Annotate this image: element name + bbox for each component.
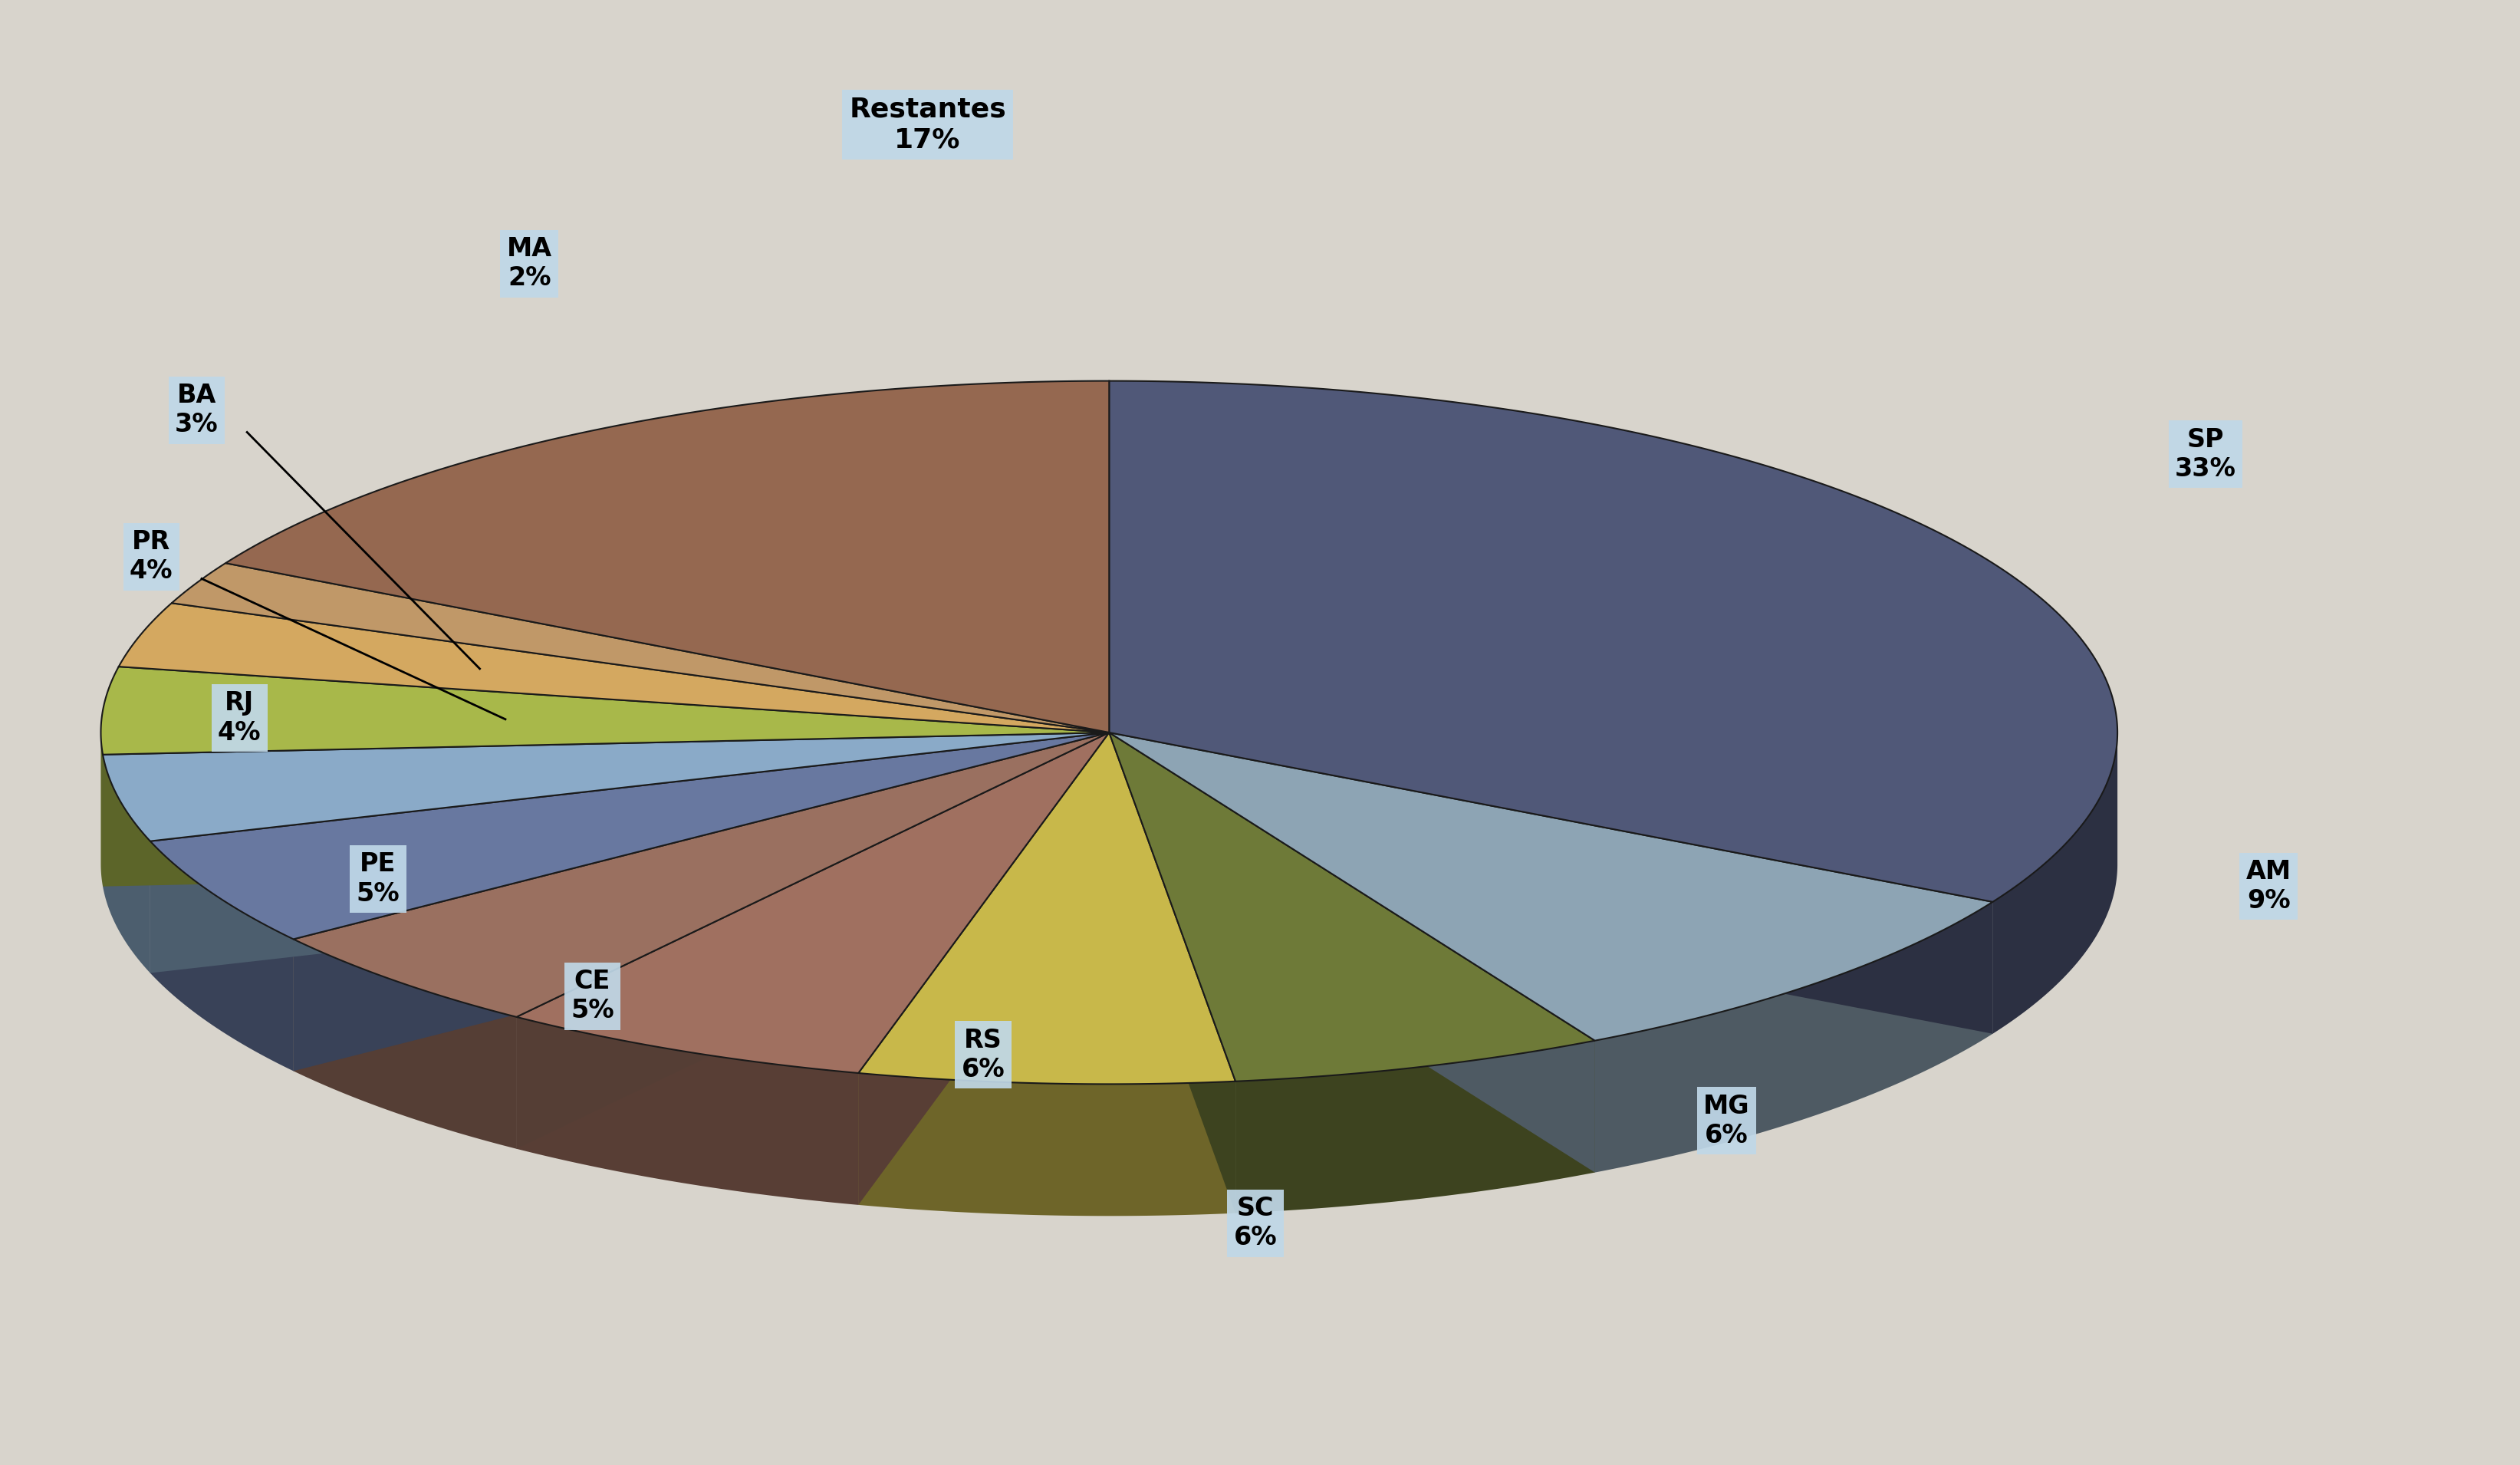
Polygon shape xyxy=(118,604,1109,732)
Polygon shape xyxy=(859,1072,1235,1216)
Polygon shape xyxy=(1235,1040,1595,1213)
Polygon shape xyxy=(292,732,1109,1017)
Polygon shape xyxy=(1109,732,1993,1034)
Polygon shape xyxy=(1109,732,1595,1081)
Polygon shape xyxy=(859,732,1109,1204)
Text: PR
4%: PR 4% xyxy=(129,529,174,585)
Polygon shape xyxy=(151,732,1109,973)
Text: SP
33%: SP 33% xyxy=(2175,426,2235,482)
Text: RS
6%: RS 6% xyxy=(960,1027,1005,1083)
Polygon shape xyxy=(103,732,1109,841)
Polygon shape xyxy=(292,732,1109,1071)
Polygon shape xyxy=(103,732,1109,886)
Polygon shape xyxy=(517,732,1109,1072)
Polygon shape xyxy=(151,732,1109,973)
Polygon shape xyxy=(1595,902,1993,1172)
Polygon shape xyxy=(1109,732,1993,1034)
Polygon shape xyxy=(1109,732,1993,1040)
Polygon shape xyxy=(151,732,1109,939)
Polygon shape xyxy=(859,732,1109,1204)
Polygon shape xyxy=(151,841,292,1071)
Polygon shape xyxy=(101,667,1109,754)
Text: RJ
4%: RJ 4% xyxy=(217,690,262,746)
Polygon shape xyxy=(1109,732,1595,1172)
Polygon shape xyxy=(517,1017,859,1204)
Text: AM
9%: AM 9% xyxy=(2245,858,2291,914)
Text: CE
5%: CE 5% xyxy=(570,968,615,1024)
Text: MA
2%: MA 2% xyxy=(507,236,552,292)
Polygon shape xyxy=(103,754,151,973)
Polygon shape xyxy=(1109,732,1235,1213)
Polygon shape xyxy=(292,732,1109,1071)
Polygon shape xyxy=(171,563,1109,732)
Text: SC
6%: SC 6% xyxy=(1232,1195,1278,1251)
Polygon shape xyxy=(103,732,1109,886)
Polygon shape xyxy=(224,381,1109,732)
Text: PE
5%: PE 5% xyxy=(355,851,401,907)
Text: BA
3%: BA 3% xyxy=(174,382,219,438)
Text: MG
6%: MG 6% xyxy=(1704,1093,1749,1149)
Polygon shape xyxy=(859,732,1235,1084)
Polygon shape xyxy=(1109,732,1595,1172)
Polygon shape xyxy=(517,732,1109,1149)
Polygon shape xyxy=(292,939,517,1149)
Polygon shape xyxy=(517,732,1109,1149)
Polygon shape xyxy=(1109,381,2117,902)
Text: Restantes
17%: Restantes 17% xyxy=(849,97,1005,152)
Polygon shape xyxy=(1993,734,2117,1034)
Polygon shape xyxy=(1109,732,1235,1213)
